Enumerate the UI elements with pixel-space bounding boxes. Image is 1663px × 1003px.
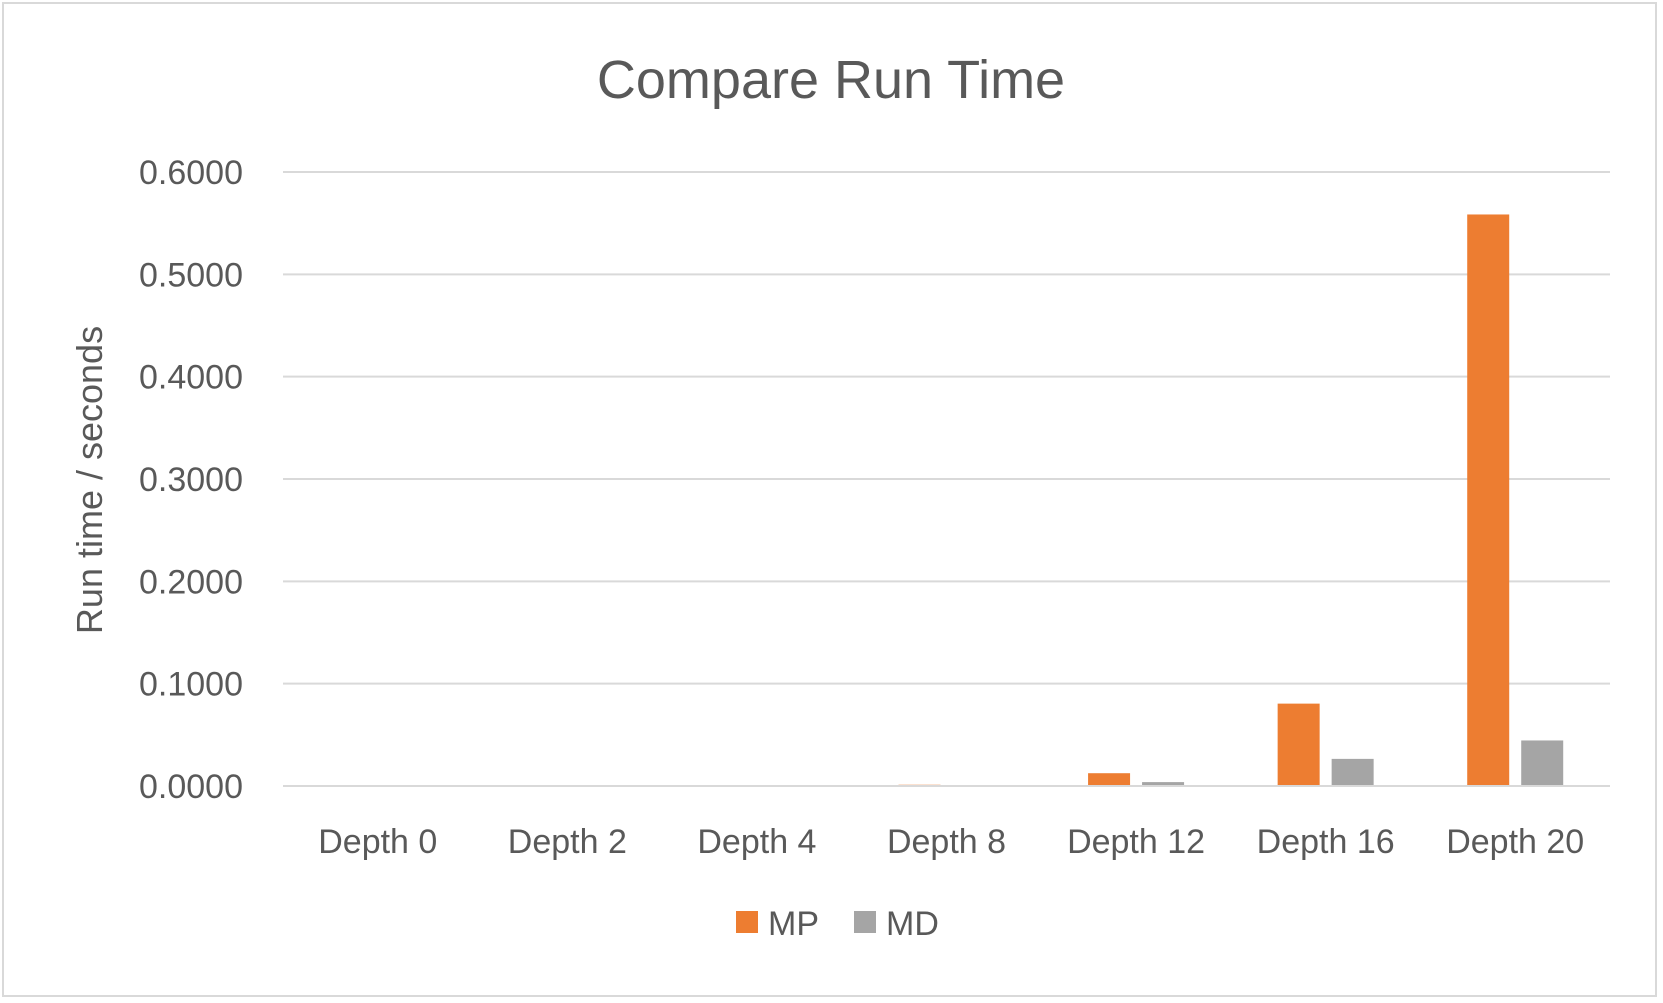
x-tick-label: Depth 0 xyxy=(318,823,437,861)
legend-swatch-md xyxy=(854,911,876,933)
legend-label-mp: MP xyxy=(768,905,819,943)
chart-title: Compare Run Time xyxy=(597,50,1065,110)
y-axis-label: Run time / seconds xyxy=(69,326,110,634)
y-tick-label: 0.1000 xyxy=(139,666,243,704)
gridlines xyxy=(283,171,1610,685)
y-tick-label: 0.0000 xyxy=(139,768,243,806)
y-tick-label: 0.6000 xyxy=(139,154,243,192)
bar-mp-5 xyxy=(1277,703,1320,786)
bars xyxy=(898,214,1564,787)
bar-md-4 xyxy=(1142,782,1185,786)
legend-swatch-mp xyxy=(736,911,758,933)
x-tick-label: Depth 12 xyxy=(1067,823,1205,861)
x-tick-label: Depth 20 xyxy=(1446,823,1584,861)
bar-mp-6 xyxy=(1467,214,1510,787)
bar-mp-4 xyxy=(1088,773,1131,786)
x-tick-label: Depth 16 xyxy=(1257,823,1395,861)
x-tick-label: Depth 8 xyxy=(887,823,1006,861)
x-tick-label: Depth 2 xyxy=(508,823,627,861)
legend: MP MD xyxy=(736,905,939,943)
y-axis-ticks: 0.0000 0.1000 0.2000 0.3000 0.4000 0.5000 0.60… xyxy=(139,154,243,806)
legend-label-md: MD xyxy=(886,905,939,943)
x-axis-ticks: Depth 0 Depth 2 Depth 4 Depth 8 Depth 12 Dept… xyxy=(318,823,1584,861)
y-tick-label: 0.2000 xyxy=(139,563,243,601)
y-tick-label: 0.5000 xyxy=(139,256,243,294)
bar-md-6 xyxy=(1521,740,1564,786)
x-tick-label: Depth 4 xyxy=(697,823,816,861)
y-tick-label: 0.3000 xyxy=(139,461,243,499)
y-tick-label: 0.4000 xyxy=(139,359,243,397)
bar-md-5 xyxy=(1331,758,1374,786)
